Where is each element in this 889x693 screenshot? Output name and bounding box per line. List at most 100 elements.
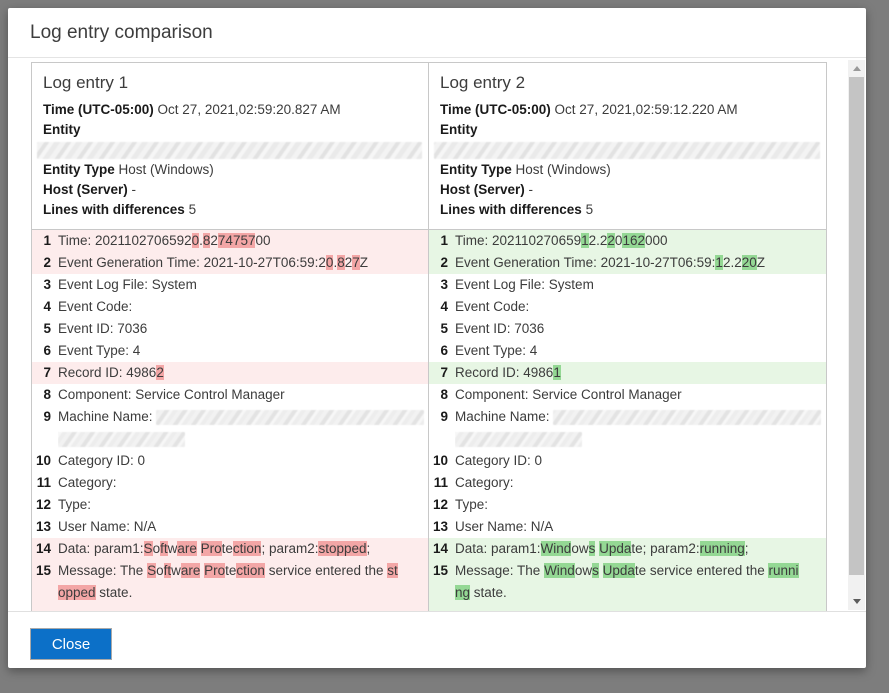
time-line: Time (UTC-05:00) Oct 27, 2021,02:59:12.2… — [440, 102, 738, 117]
line-number: 11 — [36, 475, 51, 490]
log-line-13: 13 User Name: N/A — [32, 516, 428, 538]
log-line-3: 3 Event Log File: System — [32, 274, 428, 296]
log-line-7: 7 Record ID: 49862 — [32, 362, 428, 384]
log-line-12: 12 Type: — [32, 494, 428, 516]
entity-label: Entity — [43, 122, 81, 137]
line-text: Category: — [58, 475, 117, 490]
line-text: Category ID: 0 — [58, 453, 146, 468]
diff-highlight: 8 — [202, 233, 211, 248]
line-number: 4 — [43, 299, 51, 314]
log-line-13: 13 User Name: N/A — [429, 516, 826, 538]
log-line-12: 12 Type: — [429, 494, 826, 516]
diff-highlight: stopped — [318, 541, 367, 556]
scroll-up-arrow-icon[interactable] — [848, 60, 865, 77]
log-entry-2-panel: Log entry 2 Time (UTC-05:00) Oct 27, 202… — [429, 63, 826, 611]
host-line: Host (Server) - — [440, 182, 534, 197]
diff-highlight: 1 — [553, 365, 561, 380]
close-button[interactable]: Close — [30, 628, 112, 660]
line-text: Time: 20211027065912.220162000 — [455, 233, 668, 248]
line-number: 5 — [440, 321, 448, 336]
host-line: Host (Server) - — [43, 182, 137, 197]
line-number: 1 — [43, 233, 51, 248]
line-text: Event Generation Time: 2021-10-27T06:59:… — [58, 255, 368, 270]
log-entry-1-header: Log entry 1 Time (UTC-05:00) Oct 27, 202… — [32, 63, 428, 230]
line-number: 13 — [35, 519, 51, 534]
redacted-text — [58, 431, 185, 447]
log-entry-2-header: Log entry 2 Time (UTC-05:00) Oct 27, 202… — [429, 63, 826, 230]
line-number: 9 — [43, 409, 51, 424]
diff-highlight: 1 — [715, 255, 723, 270]
diff-highlight: ft — [163, 563, 172, 578]
diff-highlight: Upda — [599, 541, 632, 556]
diff-highlight: Pro — [204, 563, 226, 578]
redacted-entity — [434, 142, 820, 159]
diff-highlight: 1 — [581, 233, 589, 248]
scrollbar-thumb[interactable] — [849, 77, 864, 575]
diff-highlight: 2 — [607, 233, 615, 248]
clipped-next-line — [429, 604, 826, 611]
log-line-11: 11 Category: — [32, 472, 428, 494]
line-number: 7 — [43, 365, 51, 380]
line-number: 8 — [440, 387, 448, 402]
line-number: 12 — [35, 497, 51, 512]
log-line-15: 15 Message: The Windows Update service en… — [429, 560, 826, 604]
line-number: 10 — [432, 453, 448, 468]
redacted-text — [156, 409, 425, 425]
entity-type-line: Entity Type Host (Windows) — [43, 162, 214, 177]
line-text: Component: Service Control Manager — [455, 387, 682, 402]
log-line-14: 14 Data: param1:Software Protection; para… — [32, 538, 428, 560]
line-text: Type: — [58, 497, 92, 512]
diff-highlight: runni — [768, 563, 799, 578]
diff-highlight: 8 — [337, 255, 345, 270]
log-line-5: 5 Event ID: 7036 — [32, 318, 428, 340]
line-text: Event Code: — [58, 299, 133, 314]
line-number: 2 — [43, 255, 51, 270]
line-text: Record ID: 49862 — [58, 365, 164, 380]
log-comparison-dialog: Log entry comparison Log entry 1 Time (U… — [8, 8, 866, 668]
diff-highlight: 0 — [191, 233, 200, 248]
line-number: 3 — [43, 277, 51, 292]
log-line-8: 8 Component: Service Control Manager — [429, 384, 826, 406]
diff-highlight: Wind — [544, 563, 575, 578]
panel-title: Log entry 2 — [440, 73, 526, 92]
line-number: 4 — [440, 299, 448, 314]
vertical-scrollbar[interactable] — [848, 60, 865, 610]
log-line-7: 7 Record ID: 49861 — [429, 362, 826, 384]
line-text: Event Type: 4 — [58, 343, 141, 358]
line-text: Data: param1:Windows Update; param2:runn… — [455, 541, 749, 556]
diff-highlight: ft — [160, 541, 168, 556]
scroll-down-arrow-icon[interactable] — [848, 593, 865, 610]
line-text: Event Code: — [455, 299, 530, 314]
line-number: 3 — [440, 277, 448, 292]
diff-count-line: Lines with differences 5 — [440, 202, 594, 217]
log-line-1: 1 Time: 20211027065920.827475700 — [32, 230, 428, 252]
line-number: 11 — [433, 475, 448, 490]
line-text: Event Type: 4 — [455, 343, 538, 358]
line-text: Event ID: 7036 — [58, 321, 148, 336]
log-line-1: 1 Time: 20211027065912.220162000 — [429, 230, 826, 252]
line-number: 6 — [43, 343, 51, 358]
line-text: Time: 20211027065920.827475700 — [58, 233, 271, 248]
line-number: 15 — [35, 563, 51, 578]
line-number: 8 — [43, 387, 51, 402]
log-line-2: 2 Event Generation Time: 2021-10-27T06:59… — [32, 252, 428, 274]
log-entry-1-panel: Log entry 1 Time (UTC-05:00) Oct 27, 202… — [32, 63, 429, 611]
diff-highlight: 0 — [325, 255, 334, 270]
redacted-text — [553, 409, 822, 425]
diff-highlight: Upda — [602, 563, 635, 578]
dialog-header: Log entry comparison — [8, 8, 866, 58]
log-line-4: 4 Event Code: — [32, 296, 428, 318]
diff-highlight: 74757 — [217, 233, 256, 248]
diff-highlight: st — [387, 563, 398, 578]
diff-highlight: 20 — [741, 255, 757, 270]
line-text: Machine Name: — [455, 406, 826, 450]
dialog-title: Log entry comparison — [30, 21, 213, 43]
dialog-body: Log entry 1 Time (UTC-05:00) Oct 27, 202… — [8, 58, 866, 612]
diff-highlight: S — [147, 563, 157, 578]
diff-highlight: are — [177, 541, 197, 556]
diff-count-line: Lines with differences 5 — [43, 202, 197, 217]
line-text: Component: Service Control Manager — [58, 387, 285, 402]
diff-highlight: s — [588, 541, 596, 556]
line-number: 2 — [440, 255, 448, 270]
line-text: User Name: N/A — [58, 519, 157, 534]
